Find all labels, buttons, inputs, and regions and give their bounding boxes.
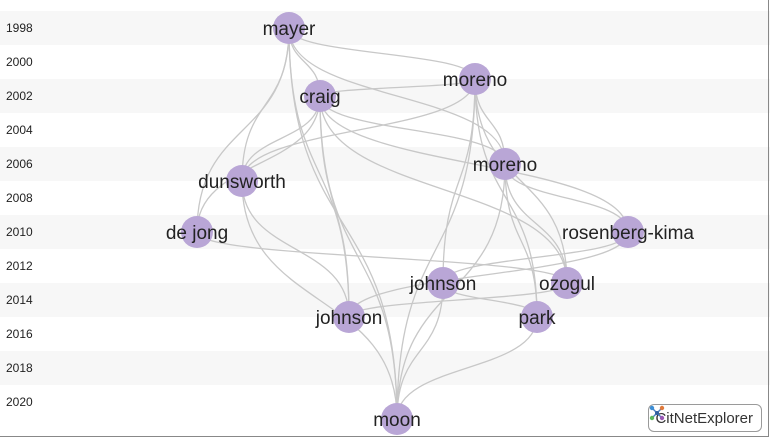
citation-edge-moreno1-moon — [396, 78, 476, 420]
year-band-2004 — [0, 113, 770, 147]
publication-node-ozogul[interactable]: ozogul — [539, 267, 595, 299]
publication-node-johnson2[interactable]: johnson — [315, 301, 383, 333]
year-label-2010: 2010 — [6, 225, 33, 239]
year-label-2008: 2008 — [6, 191, 33, 205]
year-label-2018: 2018 — [6, 361, 33, 375]
year-label-2014: 2014 — [6, 293, 33, 307]
node-label: moreno — [443, 70, 507, 91]
citation-edge-moreno1-ozogul — [474, 78, 568, 284]
publication-node-moreno2[interactable]: moreno — [473, 148, 537, 180]
publication-node-moreno1[interactable]: moreno — [443, 63, 507, 95]
node-label: johnson — [409, 274, 477, 295]
node-circle[interactable] — [226, 165, 258, 197]
brand-label: CitNetExplorer — [655, 409, 753, 427]
citation-edge-johnson1-moon — [396, 282, 444, 420]
citation-edge-park-moon — [396, 316, 538, 420]
citation-edge-craig-rosenberg — [319, 95, 629, 233]
publication-nodes: mayer craig moreno moreno dunsworth de jong ro… — [166, 12, 694, 435]
publication-node-rosenberg[interactable]: rosenberg-kima — [562, 216, 694, 248]
node-label: johnson — [315, 308, 383, 329]
citation-edge-mayer-dejong — [196, 27, 290, 233]
citation-edge-dunsworth-johnson2 — [241, 180, 350, 318]
citation-edge-dejong-ozogul — [196, 231, 568, 284]
year-label-2012: 2012 — [6, 259, 33, 273]
year-band-2000 — [0, 45, 770, 79]
node-label: ozogul — [539, 274, 595, 295]
citation-edge-craig-ozogul — [319, 95, 568, 284]
citation-edge-dunsworth-moon — [241, 180, 398, 420]
publication-node-dejong[interactable]: de jong — [166, 216, 228, 248]
publication-node-dunsworth[interactable]: dunsworth — [198, 165, 286, 197]
node-circle[interactable] — [551, 267, 583, 299]
year-label-2004: 2004 — [6, 123, 33, 137]
citnet-logo-icon — [650, 405, 665, 421]
node-label: rosenberg-kima — [562, 223, 694, 244]
node-label: de jong — [166, 223, 228, 244]
citnetexplorer-badge[interactable]: CitNetExplorer — [648, 404, 762, 432]
node-label: mayer — [263, 19, 316, 40]
node-circle[interactable] — [304, 80, 336, 112]
node-label: craig — [299, 87, 340, 108]
node-circle[interactable] — [459, 63, 491, 95]
node-label: park — [519, 308, 556, 329]
node-circle[interactable] — [273, 12, 305, 44]
node-circle[interactable] — [181, 216, 213, 248]
year-band-2008 — [0, 181, 770, 215]
publication-node-park[interactable]: park — [519, 301, 556, 333]
publication-node-johnson1[interactable]: johnson — [409, 267, 477, 299]
citation-edge-moreno1-park — [474, 78, 538, 318]
citation-edge-moreno1-dunsworth — [241, 78, 476, 182]
citation-edge-moreno2-park — [504, 163, 538, 318]
year-band-1998 — [0, 11, 770, 45]
citation-edge-craig-moon — [319, 95, 398, 420]
year-axis: 1998 2000 2002 2004 2006 2008 2010 2012 2014 2016… — [6, 21, 33, 409]
year-band-2012 — [0, 249, 770, 283]
node-circle[interactable] — [489, 148, 521, 180]
node-circle[interactable] — [521, 301, 553, 333]
node-label: moreno — [473, 155, 537, 176]
node-label: dunsworth — [198, 172, 286, 193]
publication-node-moon[interactable]: moon — [373, 403, 421, 435]
node-label: moon — [373, 410, 421, 431]
publication-node-mayer[interactable]: mayer — [263, 12, 316, 44]
node-circle[interactable] — [381, 403, 413, 435]
year-band-2002 — [0, 79, 770, 113]
publication-node-craig[interactable]: craig — [299, 80, 341, 112]
year-band-2018 — [0, 351, 770, 385]
year-label-2000: 2000 — [6, 55, 33, 69]
year-band-2016 — [0, 317, 770, 351]
year-label-2002: 2002 — [6, 89, 33, 103]
year-bands — [0, 11, 770, 419]
year-band-2006 — [0, 147, 770, 181]
year-label-2006: 2006 — [6, 157, 33, 171]
year-label-2016: 2016 — [6, 327, 33, 341]
citation-edge-mayer-moreno2 — [288, 27, 506, 165]
node-circle[interactable] — [612, 216, 644, 248]
citation-edge-craig-dejong — [196, 95, 321, 233]
year-label-1998: 1998 — [6, 21, 33, 35]
citation-edge-rosenberg-johnson2 — [348, 231, 629, 318]
node-circle[interactable] — [427, 267, 459, 299]
node-circle[interactable] — [333, 301, 365, 333]
year-label-2020: 2020 — [6, 395, 33, 409]
